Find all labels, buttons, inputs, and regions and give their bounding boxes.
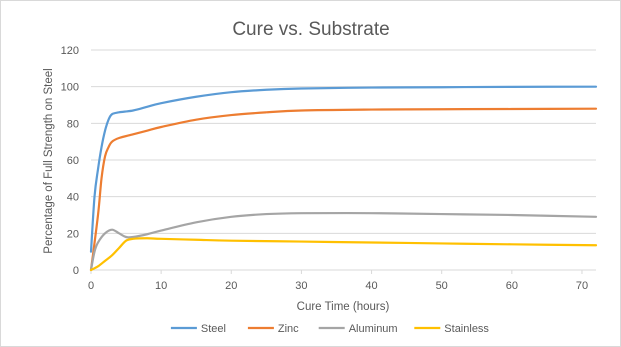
legend-label-stainless: Stainless: [444, 323, 489, 335]
y-tick-label: 80: [67, 118, 79, 130]
y-tick-label: 60: [67, 155, 79, 167]
y-axis-label: Percentage of Full Strength on Steel: [43, 68, 55, 253]
series-line-stainless: [89, 237, 598, 272]
x-tick-label: 50: [436, 280, 448, 292]
y-tick-label: 0: [73, 265, 79, 277]
x-tick-label: 0: [88, 280, 94, 292]
x-axis-label: Cure Time (hours): [297, 301, 390, 313]
legend: Steel Zinc Aluminum Stainless: [170, 323, 489, 335]
series-line-zinc: [89, 107, 598, 272]
x-tick-label: 60: [506, 280, 518, 292]
series-lines: [89, 85, 598, 272]
x-tick-label: 20: [225, 280, 237, 292]
gridlines: [91, 49, 596, 271]
x-tick-label: 30: [295, 280, 307, 292]
legend-label-steel: Steel: [201, 323, 226, 335]
y-tick-label: 100: [61, 82, 79, 94]
x-tick-label: 10: [155, 280, 167, 292]
legend-label-zinc: Zinc: [278, 323, 299, 335]
x-tick-label: 70: [576, 280, 588, 292]
chart-title: Cure vs. Substrate: [232, 19, 389, 40]
y-tick-label: 40: [67, 192, 79, 204]
y-tick-label: 20: [67, 228, 79, 240]
series-line-steel: [89, 85, 598, 253]
x-tick-label: 40: [365, 280, 377, 292]
series-line-aluminum: [89, 211, 598, 272]
legend-label-aluminum: Aluminum: [349, 323, 398, 335]
y-tick-label: 120: [61, 45, 79, 57]
axes: 0 20 40 60 80 100 120 0 10 20 30 40 50 60 70: [61, 45, 588, 292]
